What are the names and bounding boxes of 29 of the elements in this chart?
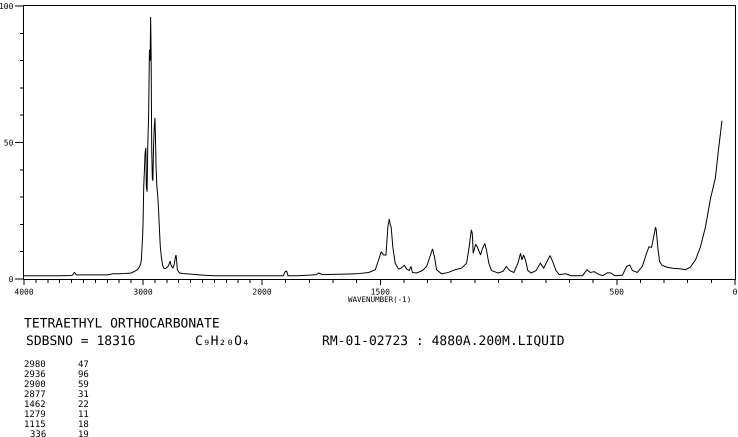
y-tick-label: 0 (8, 274, 14, 284)
text: 2936 (24, 370, 46, 380)
text: 11 (78, 410, 89, 420)
text: 96 (78, 370, 89, 380)
text: RM-01-02723 : 4880A.200M.LIQUID (322, 334, 565, 349)
text: 19 (78, 430, 89, 437)
x-tick-label: 1500 (370, 288, 390, 297)
text: 1462 (24, 400, 46, 410)
x-tick-label: 2000 (252, 288, 272, 297)
text: 18 (78, 420, 89, 430)
text: 59 (78, 380, 89, 390)
text: TETRAETHYL ORTHOCARBONATE (24, 316, 220, 332)
x-tick-label: 4000 (14, 288, 34, 297)
x-tick-label: 500 (610, 288, 624, 297)
y-tick-label: 50 (4, 138, 14, 148)
text: C₉H₂₀O₄ (195, 334, 250, 349)
x-tick-label: 3000 (133, 288, 153, 297)
text: 2900 (24, 380, 46, 390)
text: 336 (30, 430, 46, 437)
text: 22 (78, 400, 89, 410)
text: 2980 (24, 360, 46, 370)
text: 47 (78, 360, 89, 370)
x-tick-label: 0 (732, 288, 738, 297)
text: 31 (78, 390, 89, 400)
text: 1279 (24, 410, 46, 420)
y-tick-label: 100 (0, 2, 14, 11)
text: 1115 (24, 420, 46, 430)
text: SDBSNO = 18316 (26, 334, 136, 349)
text: 2877 (24, 390, 46, 400)
